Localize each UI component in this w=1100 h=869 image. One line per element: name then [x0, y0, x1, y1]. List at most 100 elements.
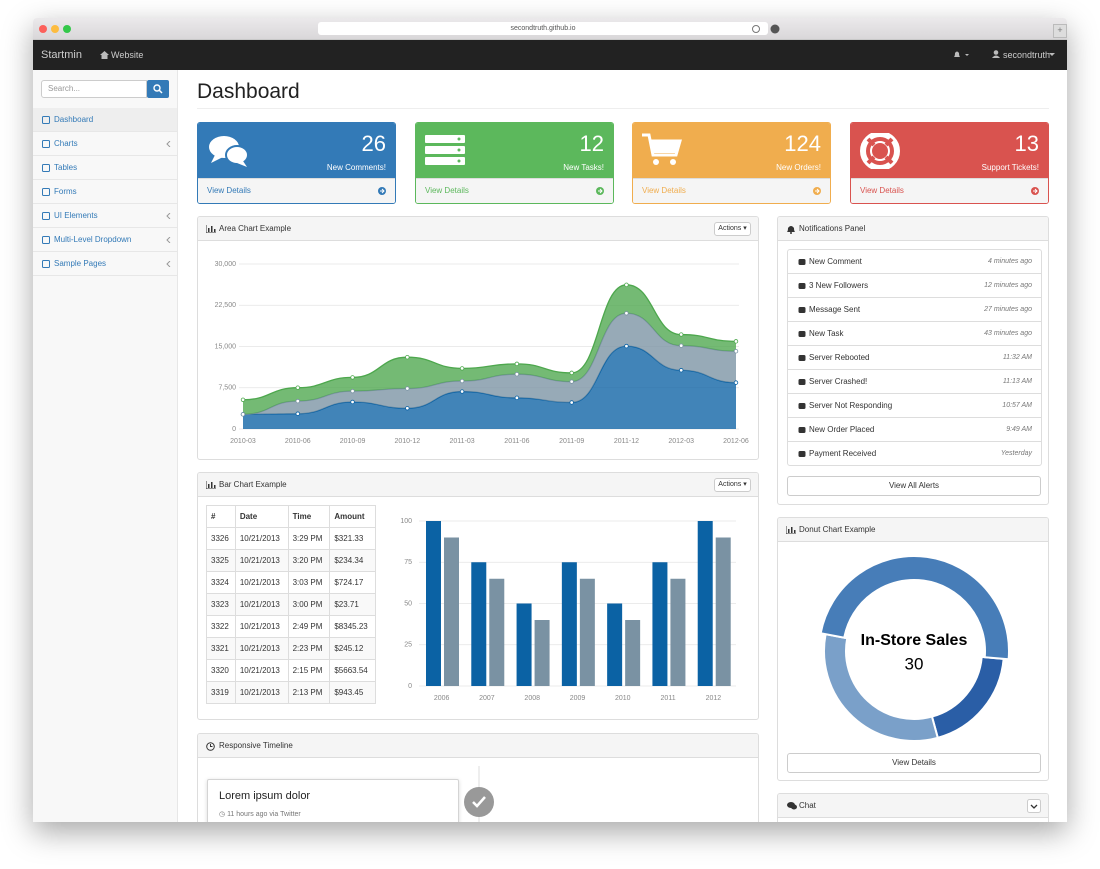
notification-time: 27 minutes ago [984, 306, 1032, 313]
x-tick-label: 2010-09 [340, 438, 366, 445]
menu-item[interactable]: Multi-Level Dropdown [33, 228, 177, 252]
zoom-button[interactable] [63, 25, 71, 33]
area-point [295, 385, 300, 390]
actions-button[interactable]: Actions ▾ [714, 478, 751, 492]
table-cell: $245.12 [329, 637, 376, 660]
bar [652, 562, 668, 686]
stat-card: 124 New Orders! View Details [632, 122, 831, 204]
menu-item[interactable]: Forms [33, 180, 177, 204]
area-point [733, 380, 739, 385]
area-point [405, 355, 410, 360]
table-row: 3326 10/21/2013 3:29 PM $321.33 [206, 527, 376, 550]
notification-time: 4 minutes ago [988, 258, 1032, 265]
actions-button[interactable]: Actions ▾ [714, 222, 751, 236]
area-point [569, 400, 574, 405]
alerts-dropdown[interactable] [953, 50, 973, 60]
arrow-circle [813, 187, 821, 195]
stat-footer[interactable]: View Details [416, 178, 613, 203]
menu-glyph [42, 188, 50, 196]
area-point [733, 349, 739, 354]
notification-icon [798, 451, 806, 457]
stat-value: 26 [361, 131, 386, 156]
notification-time: 11:32 AM [1002, 354, 1032, 361]
area-point [350, 388, 355, 394]
area-band [243, 346, 736, 429]
stat-top: 26 New Comments! [198, 123, 395, 180]
notification-item[interactable]: Server Crashed! 11:13 AM [788, 370, 1041, 394]
arrow-glyph [1033, 188, 1038, 194]
user-menu[interactable]: secondtruth [1003, 50, 1051, 60]
brand[interactable]: Startmin [41, 49, 82, 61]
notification-item[interactable]: New Order Placed 9:49 AM [788, 418, 1041, 442]
notification-item[interactable]: New Task 43 minutes ago [788, 322, 1041, 346]
area-point [514, 372, 520, 377]
stat-footer[interactable]: View Details [198, 178, 395, 203]
search-button[interactable] [147, 80, 169, 98]
notification-icon [798, 331, 806, 337]
x-tick-label: 2011 [661, 695, 676, 702]
notification-item[interactable]: New Comment 4 minutes ago [788, 250, 1041, 274]
menu-label: Charts [54, 139, 78, 148]
arrow-glyph [166, 261, 171, 267]
notification-item[interactable]: Payment Received Yesterday [788, 442, 1041, 465]
search-input[interactable]: Search... [41, 80, 147, 98]
chat-toggle[interactable] [1027, 799, 1041, 813]
notification-item[interactable]: Message Sent 27 minutes ago [788, 298, 1041, 322]
reload-icon[interactable] [752, 25, 760, 33]
table-header-cell: Time [287, 505, 331, 528]
stat-value: 124 [784, 131, 821, 156]
stat-footer[interactable]: View Details [633, 178, 830, 203]
x-tick-label: 2012-06 [723, 438, 749, 445]
website-link[interactable]: Website [111, 50, 144, 60]
notification-icon [798, 403, 806, 409]
stat-value: 13 [1014, 131, 1039, 156]
x-tick-label: 2012 [706, 695, 722, 702]
menu-icon [42, 116, 50, 124]
menu-item[interactable]: Sample Pages [33, 252, 177, 276]
y-tick-label: 22,500 [215, 302, 237, 309]
timeline-meta-text: 11 hours ago via Twitter [227, 811, 301, 818]
icon-glyph [798, 451, 806, 457]
menu-item[interactable]: Dashboard [33, 108, 177, 132]
minimize-button[interactable] [51, 25, 59, 33]
notification-text: New Task [809, 329, 844, 338]
notification-time: 10:57 AM [1002, 402, 1032, 409]
bar [625, 620, 641, 686]
notification-item[interactable]: Server Rebooted 11:32 AM [788, 346, 1041, 370]
x-tick-label: 2012-03 [668, 438, 694, 445]
menu-item[interactable]: Charts [33, 132, 177, 156]
new-tab-button[interactable]: + [1053, 24, 1067, 38]
table-cell: 3:20 PM [287, 549, 331, 572]
transactions-table: # Date Time Amount 3326 10/21/2013 3:29 PM $321… [206, 505, 376, 704]
notification-list: New Comment 4 minutes ago 3 New Followers 1… [787, 249, 1042, 466]
area-point [514, 361, 520, 367]
stat-icon [425, 135, 465, 165]
bar-chart: 0 25 50 75 100 2006 2007 2008 2009 2010 2011 2012 [400, 518, 736, 702]
menu-item[interactable]: Tables [33, 156, 177, 180]
chat-icon [787, 802, 797, 810]
notification-item[interactable]: 3 New Followers 12 minutes ago [788, 274, 1041, 298]
page-title: Dashboard [197, 80, 300, 103]
stat-footer[interactable]: View Details [851, 178, 1048, 203]
donut-view-details[interactable]: View Details [787, 753, 1041, 773]
area-point [240, 412, 246, 417]
download-icon[interactable] [770, 24, 780, 34]
menu-item[interactable]: UI Elements [33, 204, 177, 228]
menu-glyph [42, 116, 50, 124]
donut-chart: In-Store Sales 30 [819, 555, 1010, 742]
x-tick-label: 2009 [570, 695, 586, 702]
bar [715, 537, 731, 686]
close-button[interactable] [39, 25, 47, 33]
view-all-alerts[interactable]: View All Alerts [787, 476, 1041, 496]
area-band [243, 313, 736, 415]
stat-label: New Comments! [326, 163, 386, 172]
notification-item[interactable]: Server Not Responding 10:57 AM [788, 394, 1041, 418]
x-tick-label: 2010 [615, 695, 631, 702]
timeline-badge [464, 787, 494, 817]
x-tick-label: 2008 [524, 695, 540, 702]
menu-icon [42, 212, 50, 220]
icon-shape [866, 137, 894, 165]
menu-icon [42, 260, 50, 268]
url-bar[interactable]: secondtruth.github.io [318, 22, 768, 35]
